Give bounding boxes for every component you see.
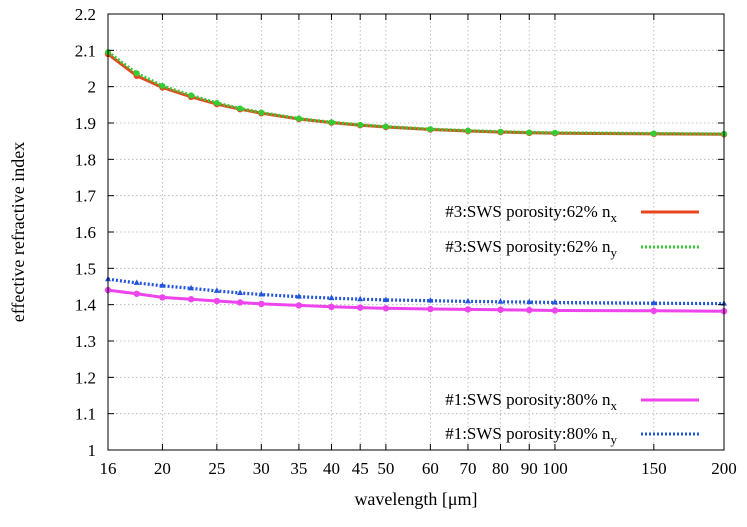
x-tick-label: 45 [352, 459, 369, 478]
data-point [526, 298, 533, 305]
data-point [464, 127, 471, 134]
data-point [213, 287, 220, 293]
data-point [258, 290, 265, 297]
data-point [427, 297, 434, 303]
legend: #3:SWS porosity:62% nx #3:SWS porosity:62… [445, 202, 699, 447]
legend-label: #3:SWS porosity:62% nx [445, 202, 617, 225]
data-point [357, 295, 364, 302]
data-point [551, 298, 558, 305]
data-point [551, 307, 559, 314]
legend-label: #1:SWS porosity:80% ny [445, 424, 617, 447]
data-point [427, 305, 434, 313]
data-point [159, 282, 166, 288]
y-tick-label: 1.8 [75, 150, 96, 169]
series-lines [104, 49, 728, 315]
data-point [258, 300, 265, 308]
x-tick-label: 70 [459, 459, 476, 478]
x-tick-label: 40 [323, 459, 340, 478]
data-point [213, 100, 220, 107]
data-point [382, 305, 390, 312]
y-tick-label: 1.6 [75, 223, 96, 242]
data-point [188, 284, 195, 291]
grid-lines [108, 14, 724, 450]
series-line [107, 52, 725, 136]
x-tick-label: 80 [492, 459, 509, 478]
legend-entry-1: #3:SWS porosity:62% nx [445, 202, 699, 225]
x-tick-label: 35 [290, 459, 307, 478]
data-point [497, 306, 504, 313]
x-tick-label: 90 [521, 459, 538, 478]
data-point [650, 299, 657, 306]
data-point [382, 296, 389, 302]
data-point [236, 299, 244, 306]
y-tick-label: 1.4 [75, 296, 97, 315]
data-point [427, 126, 434, 133]
data-point [237, 289, 244, 296]
data-point [133, 279, 140, 285]
legend-entry-3: #1:SWS porosity:80% nx [445, 390, 699, 413]
x-tick-label: 16 [100, 459, 117, 478]
x-axis-title: wavelength [μm] [354, 489, 477, 509]
x-tick-label: 100 [542, 459, 568, 478]
x-tick-label: 25 [208, 459, 225, 478]
data-point [213, 297, 221, 305]
legend-entry-2: #3:SWS porosity:62% ny [445, 237, 699, 260]
y-tick-label: 1.9 [75, 114, 96, 133]
data-point [497, 128, 504, 135]
data-point [382, 123, 389, 130]
x-tick-label: 200 [711, 459, 737, 478]
y-tick-label: 1.7 [75, 187, 97, 206]
y-tick-label: 1.2 [75, 368, 96, 387]
data-point [526, 306, 533, 314]
data-point [357, 121, 364, 128]
x-tick-label: 60 [422, 459, 439, 478]
series-line [107, 288, 725, 313]
x-tick-label: 20 [154, 459, 171, 478]
y-tick-label: 2 [88, 78, 97, 97]
data-point [328, 294, 335, 301]
data-point [258, 109, 265, 116]
data-point [328, 119, 335, 126]
x-tick-label: 50 [377, 459, 394, 478]
data-point [188, 92, 195, 99]
data-point [526, 129, 533, 136]
axis-ticks: 16 20 25 30 35 40 45 50 60 70 80 90 100 150 200 1 1.1 1.2… [75, 5, 737, 478]
data-point [133, 70, 140, 77]
data-point [650, 130, 657, 137]
data-point [295, 115, 302, 122]
data-point [133, 290, 140, 297]
y-tick-label: 1.3 [75, 332, 96, 351]
data-point [187, 296, 195, 303]
data-point [328, 303, 335, 311]
data-point [357, 304, 364, 311]
legend-label: #1:SWS porosity:80% nx [445, 390, 617, 413]
legend-entry-4: #1:SWS porosity:80% ny [445, 424, 699, 447]
data-point [551, 129, 558, 136]
y-tick-label: 1.5 [75, 259, 96, 278]
data-point [159, 294, 166, 301]
data-point [237, 105, 244, 112]
data-point [464, 306, 472, 313]
data-point [295, 293, 302, 299]
y-tick-label: 1.1 [75, 405, 96, 424]
y-tick-label: 2.2 [75, 5, 96, 24]
series-2 [105, 49, 727, 137]
data-point [295, 302, 303, 309]
data-point [464, 297, 471, 304]
y-tick-label: 1 [88, 441, 97, 460]
data-point [159, 82, 166, 89]
series-line [107, 50, 725, 136]
data-point [650, 307, 658, 315]
series-1 [104, 50, 728, 138]
x-tick-label: 30 [253, 459, 270, 478]
y-tick-label: 2.1 [75, 41, 96, 60]
data-point [497, 298, 504, 304]
x-tick-label: 150 [641, 459, 667, 478]
legend-label: #3:SWS porosity:62% ny [445, 237, 617, 260]
y-axis-title: effective refractive index [8, 142, 28, 323]
